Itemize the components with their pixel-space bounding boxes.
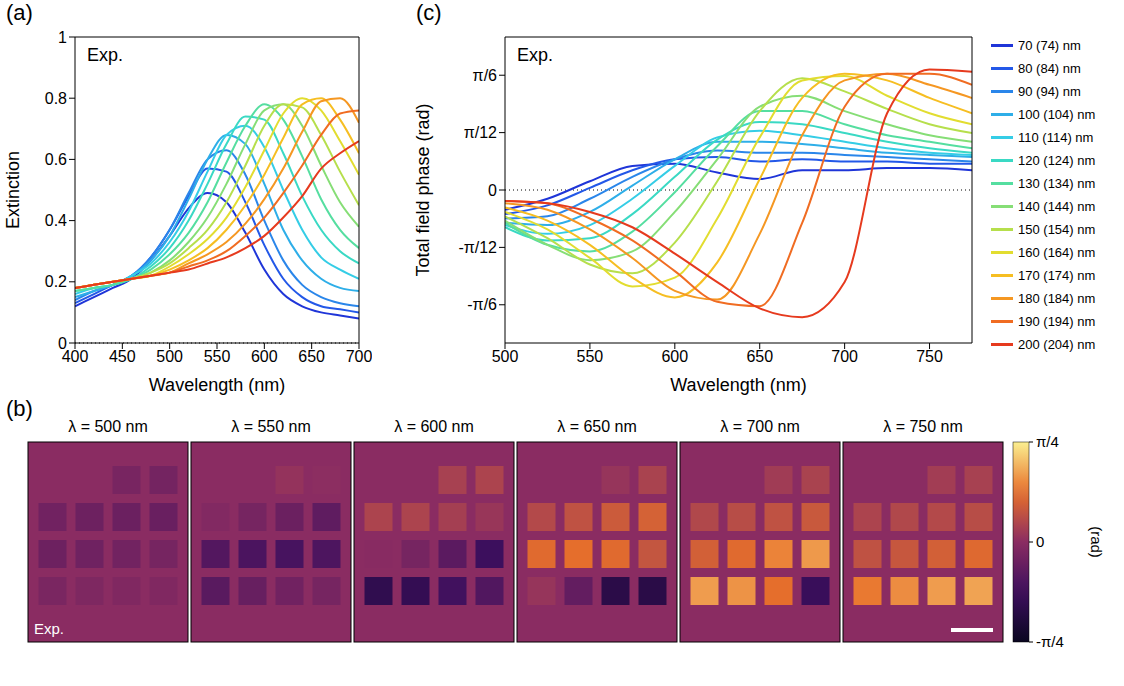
html-text:70 (74) nm: 70 (74) nm — [1018, 38, 1081, 53]
svg-text:0: 0 — [1036, 533, 1044, 550]
svg-text:650: 650 — [746, 348, 773, 365]
svg-text:Extinction: Extinction — [3, 151, 23, 229]
svg-text:400: 400 — [61, 348, 89, 366]
svg-text:π/4: π/4 — [1036, 433, 1059, 450]
svg-text:-π/12: -π/12 — [458, 239, 497, 256]
svg-text:0.2: 0.2 — [45, 273, 67, 290]
html-text:150 (154) nm: 150 (154) nm — [1018, 222, 1096, 237]
html-text:200 (204) nm: 200 (204) nm — [1018, 337, 1096, 352]
svg-text:600: 600 — [251, 348, 278, 365]
html-text:λ = 650 nm: λ = 650 nm — [557, 418, 637, 435]
svg-text:450: 450 — [109, 348, 136, 365]
svg-text:-π/6: -π/6 — [467, 296, 497, 313]
svg-text:0.6: 0.6 — [45, 151, 67, 168]
html-text:λ = 500 nm: λ = 500 nm — [68, 418, 148, 435]
svg-text:0: 0 — [58, 335, 67, 352]
svg-text:600: 600 — [661, 348, 688, 365]
html-text:90 (94) nm: 90 (94) nm — [1018, 84, 1081, 99]
svg-text:Total field phase (rad): Total field phase (rad) — [413, 103, 433, 276]
svg-text:0.4: 0.4 — [45, 212, 67, 229]
html-text:190 (194) nm: 190 (194) nm — [1018, 314, 1096, 329]
svg-text:750: 750 — [916, 348, 943, 365]
html-text:(a): (a) — [6, 0, 33, 25]
svg-text:700: 700 — [346, 348, 372, 365]
svg-text:500: 500 — [156, 348, 183, 365]
html-text:Exp.: Exp. — [517, 45, 553, 65]
html-text:80 (84) nm: 80 (84) nm — [1018, 61, 1081, 76]
svg-text:-π/4: -π/4 — [1036, 633, 1064, 650]
html-text:(b): (b) — [6, 396, 33, 421]
html-text:λ = 700 nm: λ = 700 nm — [720, 418, 800, 435]
html-text:180 (184) nm: 180 (184) nm — [1018, 291, 1096, 306]
html-text:120 (124) nm: 120 (124) nm — [1018, 153, 1096, 168]
svg-text:0.8: 0.8 — [45, 90, 67, 107]
html-text:λ = 750 nm: λ = 750 nm — [883, 418, 963, 435]
html-text:160 (164) nm: 160 (164) nm — [1018, 245, 1096, 260]
svg-text:650: 650 — [298, 348, 325, 365]
html-text:140 (144) nm: 140 (144) nm — [1018, 199, 1096, 214]
svg-text:π/12: π/12 — [464, 124, 497, 141]
svg-text:700: 700 — [831, 348, 858, 365]
svg-text:550: 550 — [577, 348, 604, 365]
svg-text:Wavelength (nm): Wavelength (nm) — [670, 375, 806, 395]
svg-text:0: 0 — [488, 182, 497, 199]
html-text:100 (104) nm: 100 (104) nm — [1018, 107, 1096, 122]
html-text:110 (114) nm: 110 (114) nm — [1018, 130, 1094, 145]
svg-text:Exp.: Exp. — [34, 620, 64, 637]
html-text:λ = 550 nm: λ = 550 nm — [231, 418, 311, 435]
html-text:130 (134) nm: 130 (134) nm — [1018, 176, 1096, 191]
svg-text:Wavelength (nm): Wavelength (nm) — [149, 375, 285, 395]
svg-text:π/6: π/6 — [473, 67, 497, 84]
html-text:170 (174) nm: 170 (174) nm — [1018, 268, 1096, 283]
svg-text:550: 550 — [204, 348, 231, 365]
svg-text:1: 1 — [58, 29, 67, 46]
html-text:(c): (c) — [416, 0, 442, 25]
svg-text:500: 500 — [492, 348, 519, 365]
html-text:Exp.: Exp. — [87, 45, 123, 65]
svg-text:(rad): (rad) — [1088, 526, 1105, 558]
html-text:λ = 600 nm: λ = 600 nm — [394, 418, 474, 435]
